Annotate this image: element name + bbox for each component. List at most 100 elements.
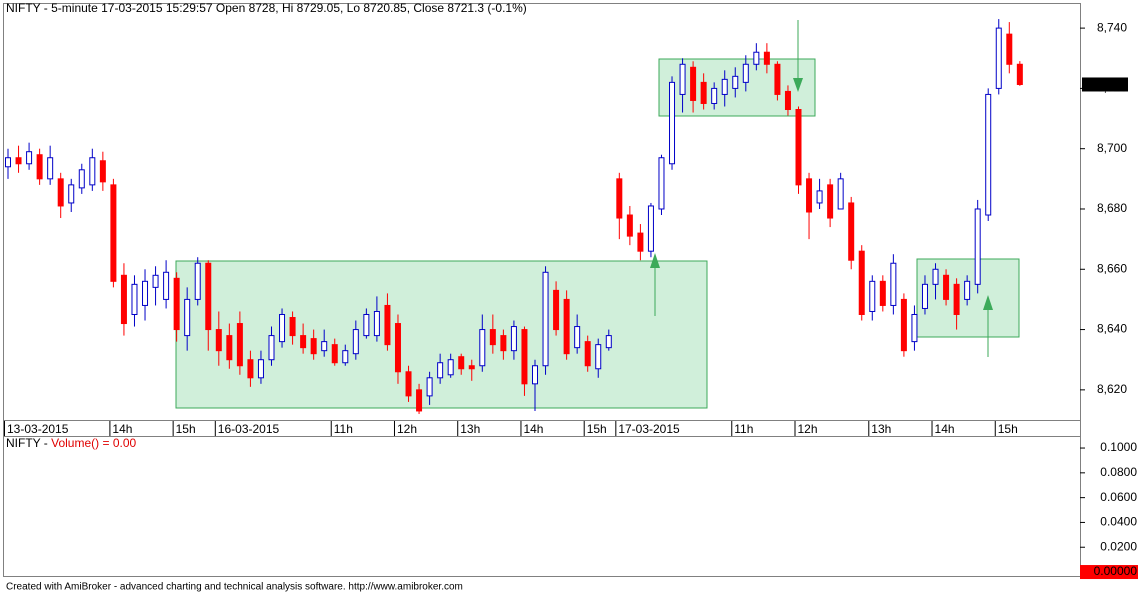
- y-tick-label: 8,680: [1097, 201, 1127, 215]
- candle-body: [837, 178, 844, 210]
- y-tick-label: 8,740: [1097, 20, 1127, 34]
- candle-body: [553, 289, 560, 331]
- volume-pane: [3, 436, 1081, 577]
- arrow-head: [983, 295, 993, 310]
- candle-body: [15, 157, 22, 165]
- candle-body: [500, 335, 507, 352]
- x-tick-label: 12h: [798, 422, 818, 436]
- candle-body: [932, 268, 939, 285]
- last-value-label: 8,721.3: [1085, 77, 1125, 91]
- candle-body: [194, 262, 201, 300]
- x-tick-label: 15h: [998, 422, 1018, 436]
- x-tick-label: 14h: [523, 422, 543, 436]
- x-tick-label: 13h: [460, 422, 480, 436]
- candle-body: [26, 151, 33, 165]
- candle-body: [869, 280, 876, 312]
- candle-body: [5, 157, 11, 168]
- candle-body: [679, 63, 686, 95]
- candle-body: [542, 271, 549, 367]
- candle-body: [36, 154, 43, 180]
- y-tick-label: 0.0200: [1100, 539, 1137, 553]
- x-tick-label: 14h: [112, 422, 132, 436]
- candle-body: [479, 329, 486, 367]
- candle-body: [394, 323, 401, 373]
- x-tick-label: 17-03-2015: [618, 422, 680, 436]
- candle-body: [268, 335, 275, 361]
- candle-body: [458, 356, 465, 370]
- candle-body: [236, 323, 243, 367]
- candle-body: [532, 365, 538, 385]
- y-tick-label: 8,620: [1097, 382, 1127, 396]
- x-tick-label: 12h: [397, 422, 417, 436]
- candle-body: [405, 371, 412, 397]
- candle-body: [858, 250, 865, 315]
- candle-body: [184, 298, 191, 337]
- candle-body: [247, 359, 254, 379]
- candle-body: [742, 63, 749, 83]
- candle-body: [57, 178, 64, 207]
- arrow-head: [650, 253, 660, 268]
- candle-body: [563, 298, 570, 355]
- candle-body: [99, 160, 106, 183]
- candle-body: [363, 313, 370, 337]
- symbol: NIFTY -: [6, 436, 51, 450]
- candle-body: [985, 93, 992, 216]
- candle-body: [131, 283, 138, 315]
- candle-body: [373, 310, 380, 337]
- arrow-head: [793, 78, 803, 92]
- candle-body: [921, 283, 928, 309]
- candle-body: [300, 335, 307, 349]
- candle-body: [426, 377, 433, 397]
- y-tick-label: 0.0400: [1100, 515, 1137, 529]
- zone-box: [175, 260, 708, 409]
- candle-body: [342, 350, 349, 364]
- x-tick-label: 13h: [871, 422, 891, 436]
- y-tick-label: 8,640: [1097, 322, 1127, 336]
- candle-body: [142, 280, 149, 306]
- last-value-box: [1080, 565, 1138, 580]
- x-tick-label: 11h: [334, 422, 353, 436]
- y-tick-label: 8,700: [1097, 141, 1127, 155]
- candle-body: [437, 362, 444, 379]
- candle-body: [257, 359, 264, 379]
- footer: Created with AmiBroker - advanced charti…: [6, 582, 463, 593]
- candle-body: [595, 344, 602, 370]
- candle-body: [173, 277, 180, 331]
- candle-body: [47, 157, 54, 180]
- candle-body: [637, 232, 644, 252]
- candle-body: [732, 75, 739, 89]
- candle-body: [774, 63, 781, 95]
- candle-body: [827, 184, 834, 219]
- y-tick-label: 0.1000: [1100, 440, 1137, 454]
- candle-body: [352, 329, 359, 355]
- candle-body: [205, 262, 212, 331]
- x-tick-label: 13-03-2015: [7, 422, 69, 436]
- candle-body: [890, 262, 897, 306]
- candle-body: [605, 335, 612, 349]
- candle-body: [152, 274, 159, 288]
- candle-body: [310, 338, 317, 355]
- candle-body: [384, 304, 391, 346]
- candle-body: [163, 271, 170, 300]
- x-tick-label: 16-03-2015: [218, 422, 280, 436]
- last-value-label: 0.00000: [1094, 564, 1138, 578]
- y-tick-label: 0.0800: [1100, 465, 1137, 479]
- candle-body: [489, 329, 496, 346]
- candle-body: [447, 359, 454, 376]
- candle-body: [690, 66, 697, 101]
- x-tick-label: 11h: [734, 422, 753, 436]
- last-value-box: [1082, 77, 1128, 92]
- candle-body: [416, 389, 423, 412]
- candle-body: [721, 78, 728, 95]
- candle-body: [911, 313, 918, 343]
- candle-body: [110, 184, 117, 282]
- candle-body: [995, 27, 1002, 89]
- candle-body: [953, 283, 960, 315]
- candle-body: [78, 169, 85, 189]
- candle-body: [711, 87, 718, 104]
- candle-body: [89, 157, 96, 186]
- candle-body: [974, 208, 981, 285]
- volume-title: NIFTY - Volume() = 0.00: [6, 436, 137, 450]
